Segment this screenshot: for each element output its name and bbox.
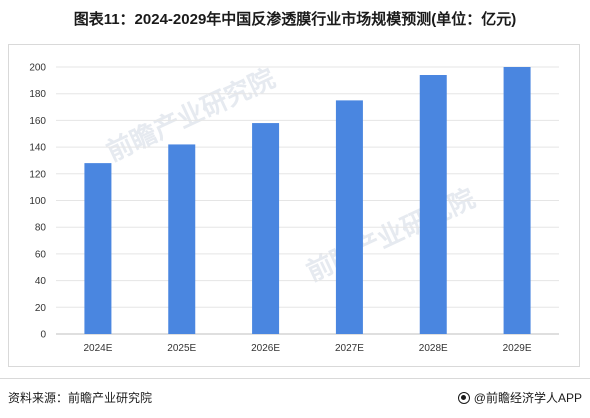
source-text: 资料来源：前瞻产业研究院 [8,391,153,405]
y-tick-label: 120 [29,169,46,180]
x-tick-label: 2028E [419,343,448,354]
y-tick-label: 140 [29,143,46,154]
footer: 资料来源：前瞻产业研究院 @前瞻经济学人APP [0,378,590,418]
y-tick-label: 200 [29,63,46,74]
chart-title: 图表11：2024-2029年中国反渗透膜行业市场规模预测(单位：亿元) [73,11,517,28]
y-tick-label: 80 [35,223,47,234]
bar [252,123,280,334]
bar [168,144,196,334]
chart-frame: 前瞻产业研究院 前瞻产业研究院 0 20 40 60 80 100 120 140 160 180… [8,44,580,367]
brand-text: @前瞻经济学人APP [473,391,582,405]
y-tick-label: 180 [29,89,46,100]
y-tick-label: 100 [29,196,46,207]
bar [419,75,447,334]
y-tick-label: 160 [29,116,46,127]
brand: @前瞻经济学人APP [457,389,582,406]
x-tick-label: 2027E [335,343,364,354]
bar [335,100,363,334]
brand-logo-icon [457,391,470,404]
bar [503,67,531,334]
bar [84,163,112,334]
x-tick-label: 2029E [503,343,532,354]
x-tick-label: 2024E [83,343,112,354]
x-tick-label: 2026E [251,343,280,354]
y-tick-label: 0 [40,330,46,341]
bar-chart: 0 20 40 60 80 100 120 140 160 180 200 2024E 2025E 202… [29,63,559,354]
y-tick-label: 20 [35,303,47,314]
y-tick-label: 40 [35,276,47,287]
y-tick-label: 60 [35,249,47,260]
x-tick-label: 2025E [167,343,196,354]
